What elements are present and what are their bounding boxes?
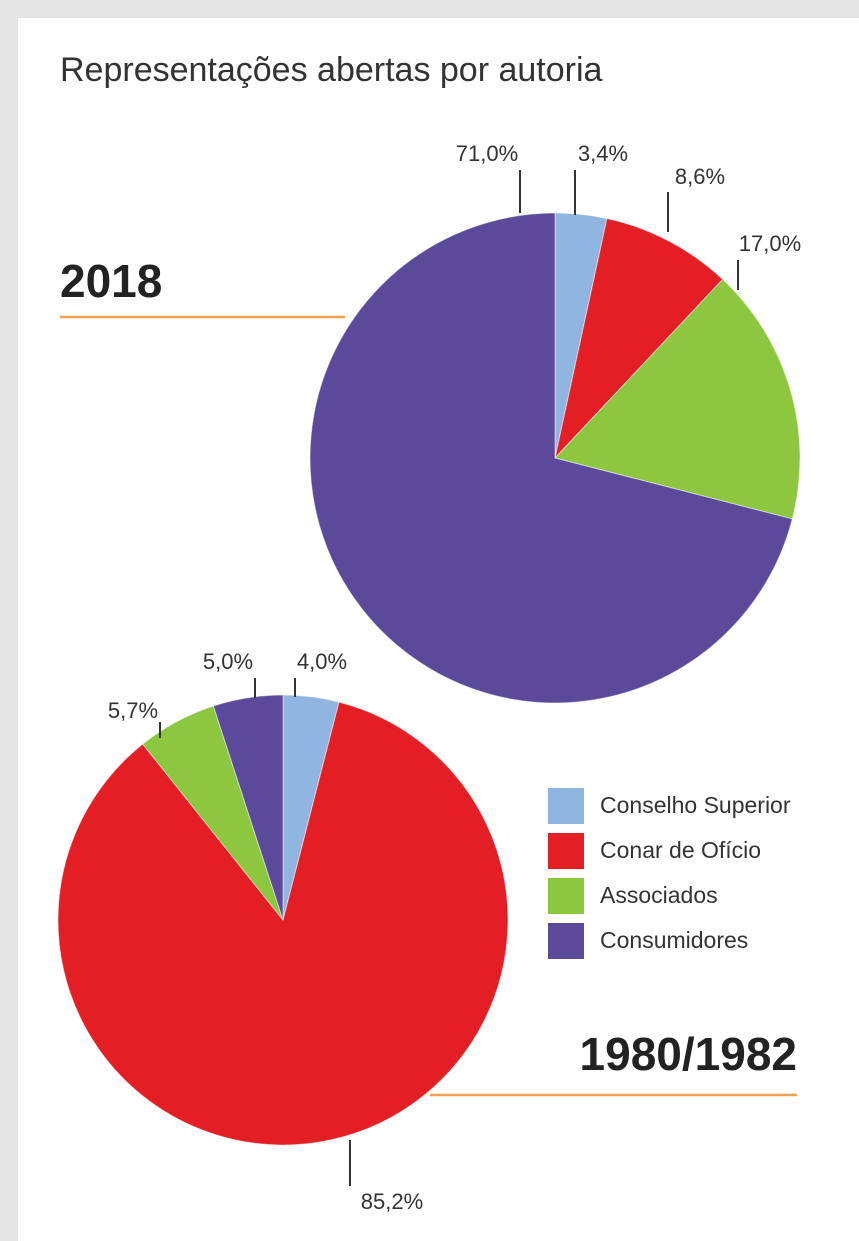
data-label: 4,0%: [297, 649, 347, 674]
data-label: 5,0%: [203, 649, 253, 674]
pie-title: 1980/1982: [580, 1028, 797, 1080]
legend-label: Conselho Superior: [600, 792, 791, 818]
legend-label: Associados: [600, 882, 718, 908]
chart-title: Representações abertas por autoria: [60, 51, 603, 89]
pie-title: 2018: [60, 255, 162, 307]
data-label: 8,6%: [675, 164, 725, 189]
data-label: 17,0%: [739, 231, 801, 256]
data-label: 85,2%: [361, 1189, 423, 1214]
data-label: 5,7%: [108, 698, 158, 723]
legend-swatch: [548, 923, 584, 959]
pie-slice: [309, 212, 793, 704]
pie-slice: [57, 701, 509, 1146]
pie-slice: [554, 217, 724, 460]
legend-label: Conar de Ofício: [600, 837, 761, 863]
legend-swatch: [548, 833, 584, 869]
data-label: 71,0%: [456, 141, 518, 166]
data-label: 3,4%: [578, 141, 628, 166]
pie-slice: [212, 694, 284, 921]
legend-swatch: [548, 788, 584, 824]
pie-slice: [554, 278, 801, 520]
legend-label: Consumidores: [600, 927, 748, 953]
legend-swatch: [548, 878, 584, 914]
